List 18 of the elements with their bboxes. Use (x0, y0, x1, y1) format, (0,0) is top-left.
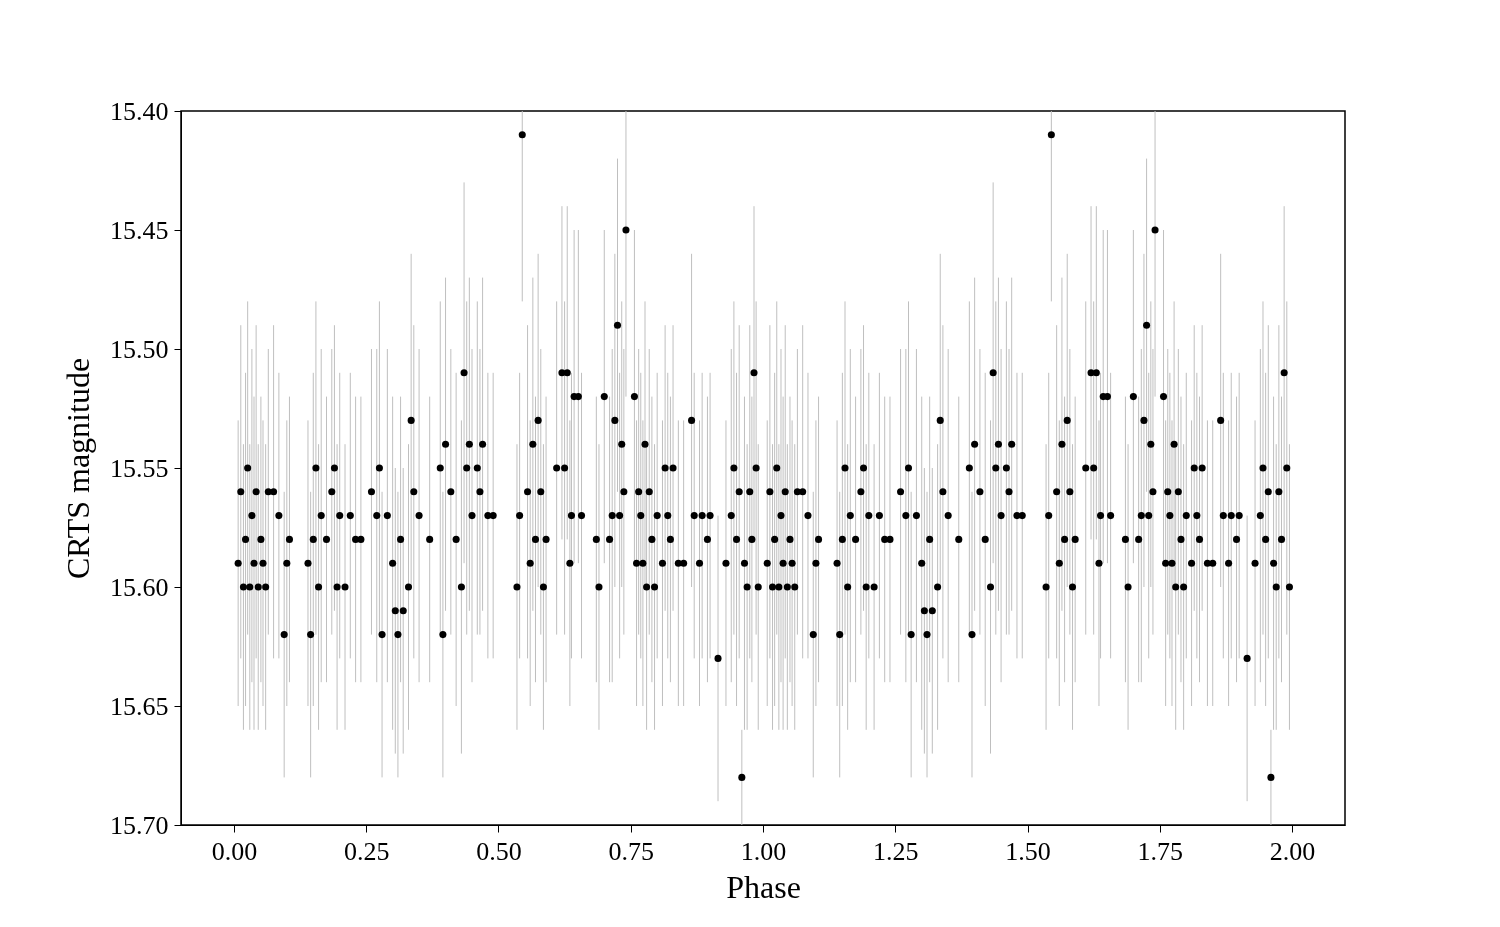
y-tick-label: 15.45 (110, 215, 169, 245)
x-tick-label: 0.75 (608, 836, 654, 866)
y-tick-label: 15.60 (110, 572, 169, 602)
y-tick-label: 15.55 (110, 453, 169, 483)
y-tick-label: 15.70 (110, 810, 169, 840)
y-tick-label: 15.40 (110, 96, 169, 126)
x-tick-label: 0.50 (476, 836, 522, 866)
x-tick-label: 1.50 (1005, 836, 1051, 866)
y-tick-label: 15.50 (110, 334, 169, 364)
x-tick-label: 1.25 (873, 836, 919, 866)
y-axis-title: CRTS magnitude (60, 357, 96, 580)
x-tick-label: 1.00 (740, 836, 787, 866)
x-axis-title: Phase (726, 868, 801, 905)
x-tick-label: 0.00 (211, 836, 258, 866)
x-tick-label: 0.25 (343, 836, 390, 866)
y-tick-label: 15.65 (110, 691, 169, 721)
x-tick-label: 1.75 (1137, 836, 1184, 866)
x-tick-label: 2.00 (1269, 836, 1316, 866)
